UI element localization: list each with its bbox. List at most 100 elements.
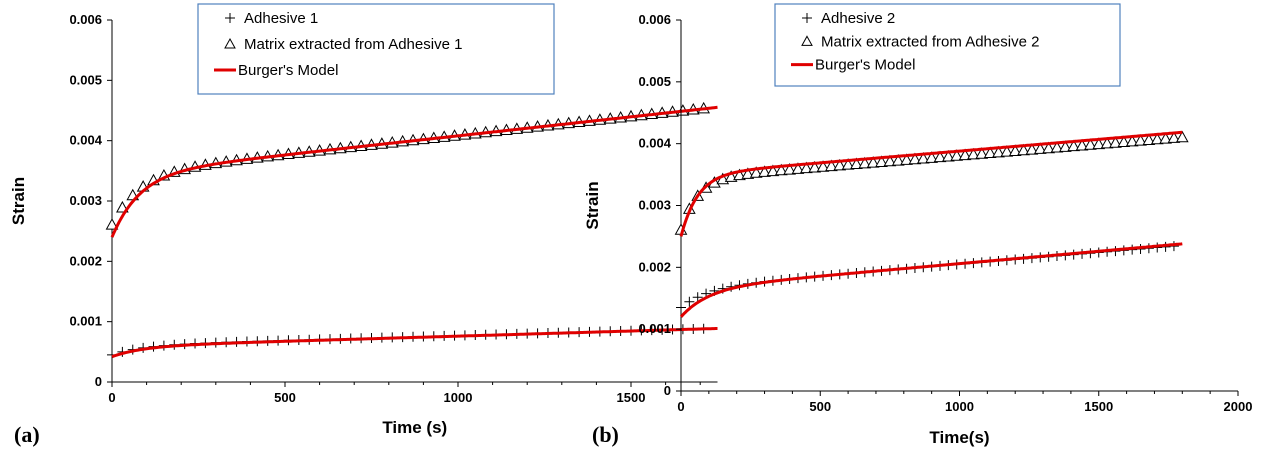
x-tick-label: 500 xyxy=(809,399,831,414)
data-point-triangle xyxy=(850,157,863,169)
legend-entry: Burger's Model xyxy=(815,57,915,74)
data-point-triangle xyxy=(950,149,964,161)
data-point-triangle xyxy=(774,163,788,176)
fit-line-burgers-1 xyxy=(110,105,718,238)
data-point-triangle xyxy=(866,156,880,168)
data-point-triangle xyxy=(958,148,972,161)
data-point-triangle xyxy=(875,155,888,167)
y-tick-label: 0.002 xyxy=(69,253,102,268)
data-point-triangle xyxy=(749,166,763,178)
data-point-plus xyxy=(676,302,686,313)
fit-line-burgers-1 xyxy=(679,130,1183,237)
data-point-triangle xyxy=(741,167,755,179)
y-tick-label: 0.003 xyxy=(69,193,102,208)
legend-entry: Adhesive 1 xyxy=(244,10,318,27)
data-point-triangle xyxy=(758,165,771,177)
y-tick-label: 0.002 xyxy=(638,259,671,274)
data-point-triangle xyxy=(983,146,997,159)
data-point-triangle xyxy=(1125,134,1139,147)
data-point-triangle xyxy=(1025,143,1039,155)
y-axis-title: Strain xyxy=(9,177,28,225)
data-point-triangle xyxy=(105,218,119,230)
data-point-triangle xyxy=(916,151,930,164)
data-point-triangle xyxy=(1075,138,1089,151)
data-point-triangle xyxy=(1008,144,1022,156)
data-point-triangle xyxy=(783,163,796,175)
chart-panel-a: 0 0.001 0.002 0.003 0.004 0.005 0.006 0 500 1000 1… xyxy=(9,3,718,447)
data-point-triangle xyxy=(925,151,938,163)
y-tick-label: 0.001 xyxy=(638,321,671,336)
y-tick-label: 0.006 xyxy=(638,12,671,27)
y-tick-label: 0.005 xyxy=(638,74,671,89)
data-point-plus xyxy=(684,296,695,307)
data-point-triangle xyxy=(1167,131,1181,143)
data-point-triangle xyxy=(825,159,838,172)
data-point-triangle xyxy=(1050,140,1064,153)
x-axis-title: Time (s) xyxy=(382,418,447,437)
legend-entry: Burger's Model xyxy=(238,62,338,79)
data-point-triangle xyxy=(942,149,955,162)
data-point-triangle xyxy=(733,168,746,181)
data-point-triangle xyxy=(1092,137,1106,150)
data-point-triangle xyxy=(1142,133,1156,145)
y-tick-label: 0.006 xyxy=(69,12,102,27)
legend-entry: Adhesive 2 xyxy=(821,10,895,27)
panel-label: (a) xyxy=(14,422,40,447)
data-point-triangle xyxy=(791,162,805,174)
data-point-triangle xyxy=(1058,140,1072,152)
panel-label: (b) xyxy=(592,422,619,447)
x-axis-title: Time(s) xyxy=(929,428,989,447)
y-tick-label: 0 xyxy=(664,383,671,398)
y-tick-label: 0.005 xyxy=(69,72,102,87)
legend-plus-marker xyxy=(225,13,235,23)
data-point-triangle xyxy=(808,160,822,173)
series-triangle-markers xyxy=(674,130,1189,235)
data-point-triangle xyxy=(1000,145,1014,157)
chart-panel-b: 0 0.001 0.002 0.003 0.004 0.005 0.006 0 500 1000 1… xyxy=(583,3,1253,447)
data-point-triangle xyxy=(967,147,980,160)
data-point-plus xyxy=(692,292,703,303)
x-tick-label: 1000 xyxy=(945,399,974,414)
legend-box xyxy=(197,3,555,95)
data-point-triangle xyxy=(833,158,847,171)
data-point-triangle xyxy=(841,158,855,170)
data-point-triangle xyxy=(975,147,989,159)
data-point-triangle xyxy=(1150,132,1164,145)
data-point-triangle xyxy=(1017,143,1030,156)
data-point-triangle xyxy=(1084,138,1097,150)
legend: Adhesive 1 Matrix extracted from Adhesive… xyxy=(197,3,555,95)
fit-line-burgers-0 xyxy=(679,242,1183,318)
data-point-triangle xyxy=(799,161,813,174)
data-point-triangle xyxy=(1134,134,1147,146)
x-tick-label: 0 xyxy=(108,390,115,405)
data-point-triangle xyxy=(992,145,1005,158)
legend: Adhesive 2 Matrix extracted from Adhesive… xyxy=(774,3,1121,87)
x-tick-label: 1500 xyxy=(617,390,646,405)
y-tick-label: 0.004 xyxy=(638,136,671,151)
x-tick-label: 500 xyxy=(274,390,296,405)
legend-entry: Matrix extracted from Adhesive 2 xyxy=(821,33,1039,50)
data-point-triangle xyxy=(891,154,905,166)
y-tick-label: 0 xyxy=(95,374,102,389)
data-point-triangle xyxy=(1033,142,1047,154)
x-tick-label: 1000 xyxy=(444,390,473,405)
series-plus-markers xyxy=(107,323,709,360)
data-point-triangle xyxy=(900,153,913,165)
fit-line-burgers-0 xyxy=(111,327,718,359)
data-point-triangle xyxy=(1042,141,1055,154)
data-point-triangle xyxy=(1100,136,1114,149)
legend-triangle-marker xyxy=(801,35,813,46)
x-tick-label: 1500 xyxy=(1084,399,1113,414)
y-tick-label: 0.004 xyxy=(69,133,102,148)
data-point-triangle xyxy=(858,156,872,169)
y-tick-label: 0.001 xyxy=(69,314,102,329)
y-tick-label: 0.003 xyxy=(638,198,671,213)
data-point-triangle xyxy=(933,150,947,163)
data-point-triangle xyxy=(908,152,922,165)
data-point-triangle xyxy=(816,160,830,172)
data-point-triangle xyxy=(1159,132,1172,144)
y-axis-title: Strain xyxy=(583,181,602,229)
x-tick-label: 2000 xyxy=(1224,399,1253,414)
data-point-triangle xyxy=(1067,139,1081,152)
